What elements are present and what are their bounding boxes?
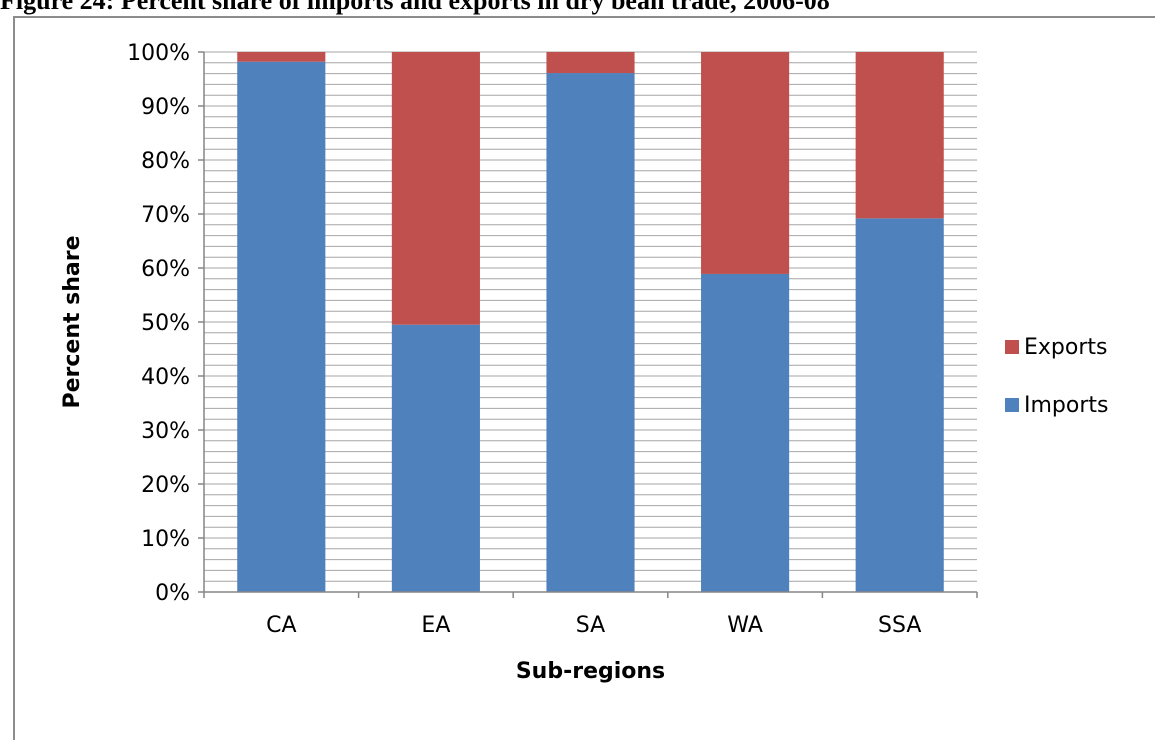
- bar-exports-ea: [391, 52, 480, 325]
- y-tick-label: 10%: [141, 527, 190, 552]
- y-tick-label: 90%: [141, 95, 190, 120]
- y-tick-label: 30%: [141, 419, 190, 444]
- legend-swatch-imports: [1005, 398, 1019, 412]
- bar-exports-sa: [546, 52, 635, 74]
- bar-imports-ea: [391, 324, 480, 592]
- bar-exports-ca: [237, 52, 326, 62]
- x-tick-label: WA: [727, 613, 763, 638]
- y-tick-label: 20%: [141, 473, 190, 498]
- x-tick-label: SA: [576, 613, 605, 638]
- axes: [198, 51, 978, 598]
- figure-title: Figure 24: Percent share of imports and …: [0, 0, 830, 15]
- y-tick-labels: 0% 10% 20% 30% 40% 50% 60% 70% 80% 90% 100%: [127, 41, 190, 606]
- y-tick-label: 60%: [141, 257, 190, 282]
- bar-imports-ssa: [855, 218, 944, 592]
- x-tick-labels: CA EA SA WA SSA: [266, 613, 921, 638]
- legend: Exports Imports: [1005, 335, 1108, 418]
- bar-imports-wa: [701, 273, 790, 592]
- y-tick-label: 0%: [155, 581, 190, 606]
- x-tick-label: SSA: [878, 613, 921, 638]
- y-tick-label: 80%: [141, 149, 190, 174]
- bars: [237, 52, 944, 593]
- legend-swatch-exports: [1005, 340, 1019, 354]
- chart-frame: 0% 10% 20% 30% 40% 50% 60% 70% 80% 90% 100% CA EA SA…: [13, 16, 1155, 740]
- y-tick-label: 100%: [127, 41, 190, 66]
- stacked-bar-chart: 0% 10% 20% 30% 40% 50% 60% 70% 80% 90% 100% CA EA SA…: [60, 41, 1108, 684]
- bar-exports-wa: [701, 52, 790, 274]
- x-axis-title: Sub-regions: [516, 659, 665, 684]
- legend-label-imports: Imports: [1024, 393, 1108, 418]
- y-tick-label: 50%: [141, 311, 190, 336]
- x-tick-label: EA: [421, 613, 450, 638]
- legend-label-exports: Exports: [1024, 335, 1107, 360]
- y-tick-label: 70%: [141, 203, 190, 228]
- x-tick-label: CA: [266, 613, 296, 638]
- bar-exports-ssa: [855, 52, 944, 219]
- bar-imports-sa: [546, 73, 635, 592]
- y-tick-label: 40%: [141, 365, 190, 390]
- bar-imports-ca: [237, 61, 326, 593]
- y-axis-title: Percent share: [60, 235, 85, 408]
